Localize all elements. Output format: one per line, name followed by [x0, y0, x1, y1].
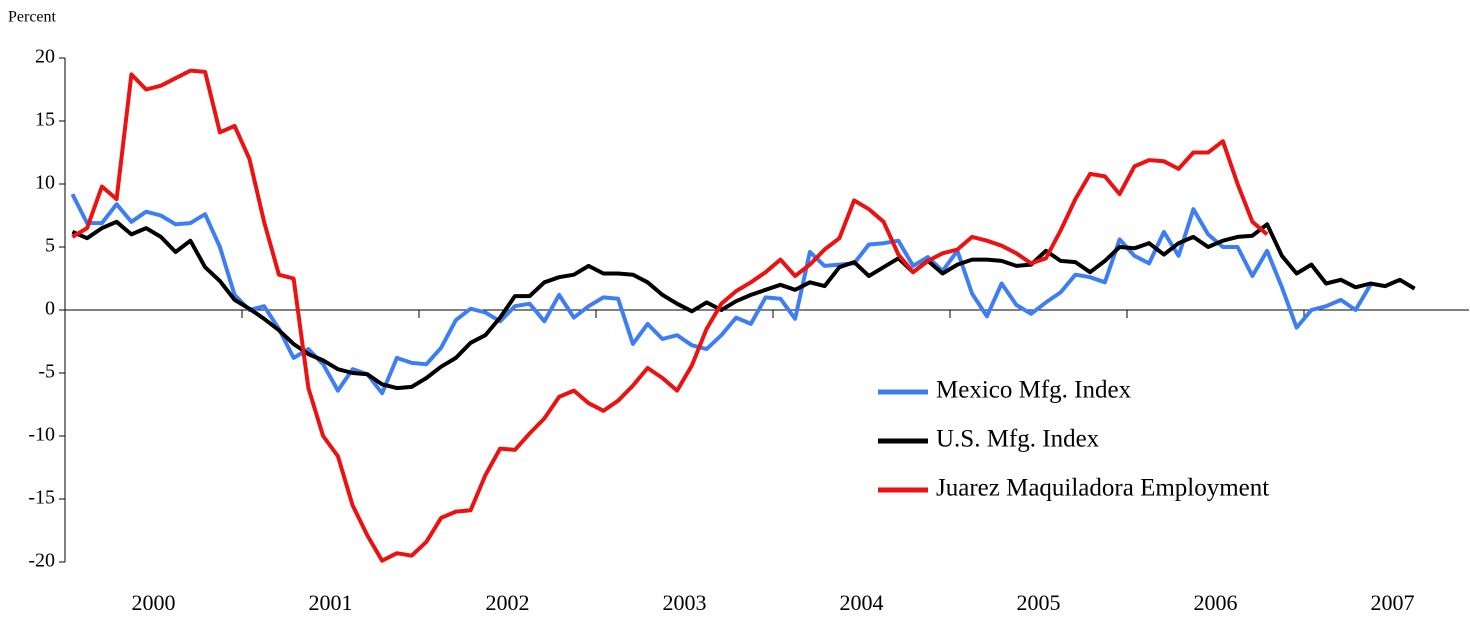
legend-label: Juarez Maquiladora Employment — [936, 475, 1269, 502]
y-tick-label: 0 — [45, 298, 55, 320]
x-tick-label: 2005 — [1017, 590, 1061, 615]
x-tick-label: 2003 — [663, 590, 707, 615]
y-tick-label: -5 — [38, 361, 55, 383]
x-tick-label: 2004 — [840, 590, 884, 615]
y-tick-label: 20 — [35, 46, 55, 68]
legend-label: U.S. Mfg. Index — [936, 426, 1100, 453]
series-line — [70, 193, 1373, 396]
y-tick-label: 5 — [45, 235, 55, 257]
x-tick-label: 2006 — [1194, 590, 1238, 615]
x-tick-label: 2001 — [309, 590, 353, 615]
x-tick-label: 2007 — [1371, 590, 1415, 615]
series-line — [71, 219, 1416, 391]
x-tick-label: 2000 — [132, 590, 176, 615]
y-tick-label: 15 — [35, 109, 55, 131]
y-axis-label: Percent — [8, 9, 57, 26]
y-tick-label: -10 — [28, 424, 55, 446]
y-tick-label: 10 — [35, 172, 55, 194]
x-tick-label: 2002 — [486, 590, 530, 615]
y-tick-label: -20 — [28, 550, 55, 572]
legend-label: Mexico Mfg. Index — [936, 377, 1132, 404]
series-line — [71, 68, 1269, 563]
y-tick-label: -15 — [28, 487, 55, 509]
